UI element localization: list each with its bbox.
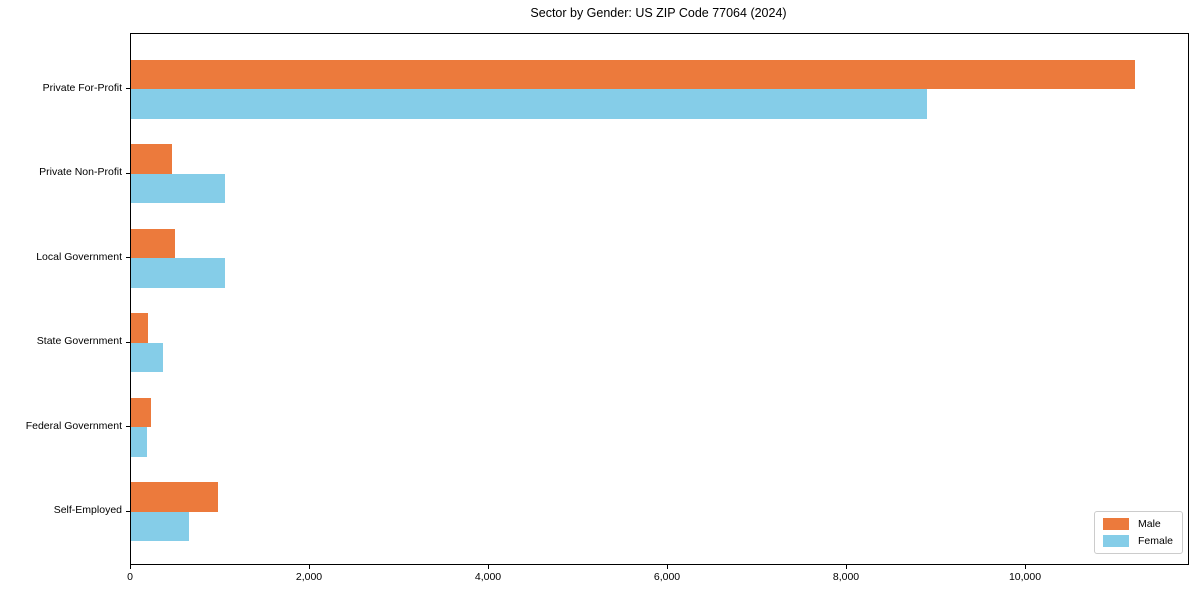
y-tick-mark-2 (126, 257, 130, 259)
bar-male-4 (131, 397, 152, 428)
x-tick-label-1: 2,000 (295, 571, 323, 583)
x-tick-mark-2 (488, 565, 489, 569)
legend-entry-male: Male (1102, 518, 1173, 530)
legend-swatch-female (1102, 535, 1129, 547)
y-tick-label-5: Self-Employed (53, 504, 122, 517)
bar-female-5 (131, 511, 189, 542)
x-tick-label-3: 6,000 (653, 571, 681, 583)
y-tick-mark-0 (126, 88, 130, 90)
x-tick-label-0: 0 (127, 571, 133, 583)
bar-male-1 (131, 144, 173, 174)
legend-swatch-male (1102, 518, 1129, 530)
bar-female-1 (131, 173, 225, 204)
bar-female-2 (131, 258, 226, 288)
x-tick-mark-1 (309, 565, 310, 569)
bar-male-3 (131, 313, 148, 343)
y-tick-mark-4 (126, 426, 130, 428)
y-tick-mark-5 (126, 510, 130, 512)
plot-area: Male Female (130, 33, 1189, 565)
bar-female-3 (131, 342, 164, 373)
bar-male-2 (131, 228, 176, 259)
y-tick-label-4: Federal Government (25, 419, 122, 432)
bar-female-0 (131, 89, 927, 119)
y-tick-label-0: Private For-Profit (42, 81, 122, 94)
y-tick-label-3: State Government (36, 335, 122, 348)
legend-entry-female: Female (1102, 535, 1173, 547)
x-tick-mark-5 (1025, 565, 1026, 569)
y-tick-mark-1 (126, 172, 130, 174)
x-tick-label-5: 10,000 (1008, 571, 1042, 583)
x-tick-mark-3 (667, 565, 668, 569)
y-tick-label-1: Private Non-Profit (39, 166, 122, 179)
x-tick-mark-0 (130, 565, 131, 569)
legend-label-male: Male (1137, 518, 1161, 530)
bar-male-0 (131, 59, 1136, 90)
legend: Male Female (1093, 511, 1183, 554)
y-tick-label-2: Local Government (36, 250, 122, 263)
y-tick-mark-3 (126, 341, 130, 343)
bar-female-4 (131, 427, 148, 457)
chart-title: Sector by Gender: US ZIP Code 77064 (202… (530, 6, 787, 20)
x-tick-mark-4 (846, 565, 847, 569)
x-tick-label-2: 4,000 (474, 571, 502, 583)
x-tick-label-4: 8,000 (832, 571, 860, 583)
legend-label-female: Female (1137, 535, 1173, 547)
bar-male-5 (131, 482, 219, 512)
